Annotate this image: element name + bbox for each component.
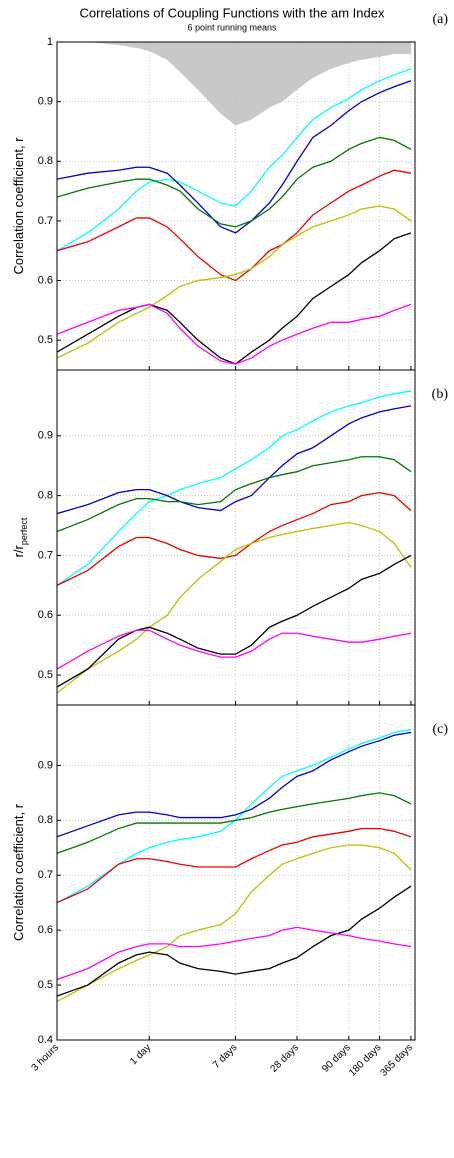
chart-subtitle: 6 point running means [187, 22, 277, 32]
panel-label: (c) [432, 722, 448, 737]
series-line [57, 456, 412, 533]
y-axis-label: Correlation coefficient, r [11, 137, 26, 275]
panel-label: (a) [432, 12, 448, 27]
series-line [57, 232, 412, 365]
y-tick-label: 0.8 [38, 490, 53, 502]
y-axis-label-text: Correlation coefficient, r [11, 803, 26, 941]
series-line [57, 303, 412, 365]
y-tick-label: 0.6 [38, 609, 53, 621]
series-line [57, 491, 412, 586]
y-tick-label: 0.9 [38, 759, 53, 771]
shaded-area [57, 42, 411, 126]
plot-frame [56, 369, 416, 706]
x-tick-label: 365 days [378, 1042, 414, 1078]
y-axis-label-subscript: perfect [19, 517, 29, 545]
panel-label: (b) [432, 387, 449, 402]
x-tick-label: 180 days [347, 1042, 383, 1078]
x-tick-label: 1 day [128, 1042, 153, 1067]
series-line [57, 792, 412, 854]
series-line [57, 926, 412, 981]
y-tick-label: 0.8 [38, 814, 53, 826]
series-line [57, 629, 412, 670]
series-line [57, 68, 412, 252]
y-tick-label: 1 [47, 36, 53, 48]
series-line [57, 844, 412, 1003]
series-line [57, 390, 412, 586]
y-axis-label-text: r/r [11, 544, 26, 557]
series-line [57, 136, 412, 228]
y-tick-label: 0.4 [38, 1034, 53, 1046]
plot-frame [56, 704, 416, 1041]
series-line [57, 405, 412, 515]
series-line [57, 729, 412, 904]
series-line [57, 554, 412, 688]
y-axis-label-text: Correlation coefficient, r [11, 137, 26, 275]
y-axis-label: Correlation coefficient, r [11, 803, 26, 941]
series-line [57, 205, 412, 359]
series-line [57, 885, 412, 997]
y-tick-label: 0.8 [38, 155, 53, 167]
y-tick-label: 0.9 [38, 430, 53, 442]
y-tick-label: 0.7 [38, 549, 53, 561]
x-tick-label: 28 days [268, 1042, 301, 1075]
y-tick-label: 0.6 [38, 274, 53, 286]
x-tick-label: 7 days [211, 1042, 240, 1071]
y-tick-label: 0.9 [38, 96, 53, 108]
y-tick-label: 0.5 [38, 334, 53, 346]
y-tick-label: 0.5 [38, 979, 53, 991]
series-line [57, 827, 412, 904]
x-tick-label: 3 hours [30, 1042, 61, 1073]
y-tick-label: 0.5 [38, 669, 53, 681]
y-tick-label: 0.7 [38, 215, 53, 227]
y-tick-label: 0.7 [38, 869, 53, 881]
chart-title: Correlations of Coupling Functions with … [80, 5, 385, 20]
series-line [57, 731, 412, 838]
y-axis-label: r/rperfect [11, 517, 29, 557]
y-tick-label: 0.6 [38, 924, 53, 936]
series-line [57, 169, 412, 282]
series-line [57, 521, 412, 694]
